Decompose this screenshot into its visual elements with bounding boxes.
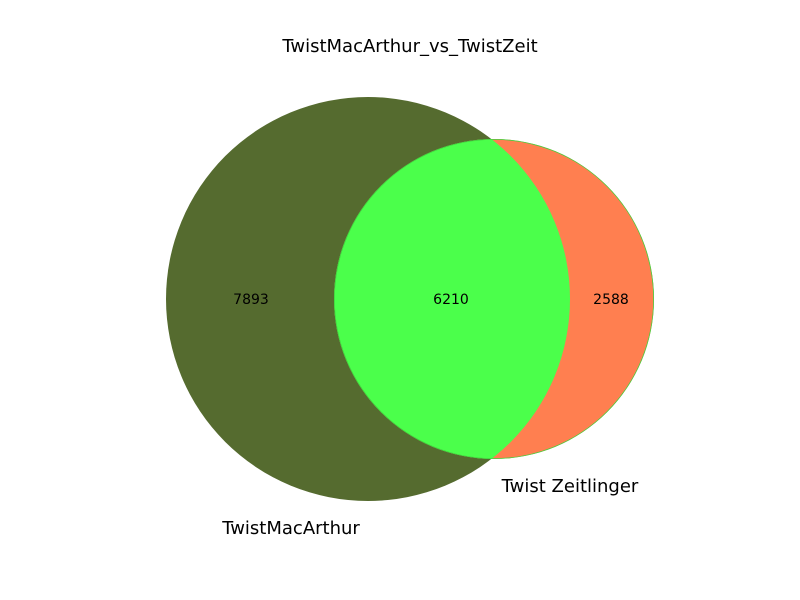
intersection-count: 6210: [433, 292, 469, 308]
set-a-label: TwistMacArthur: [221, 518, 360, 539]
set-b-label: Twist Zeitlinger: [501, 476, 639, 497]
set-a-only-count: 7893: [233, 292, 269, 308]
set-b-only-count: 2588: [593, 292, 629, 308]
chart-title: TwistMacArthur_vs_TwistZeit: [281, 36, 537, 57]
intersection-region: [334, 139, 570, 459]
